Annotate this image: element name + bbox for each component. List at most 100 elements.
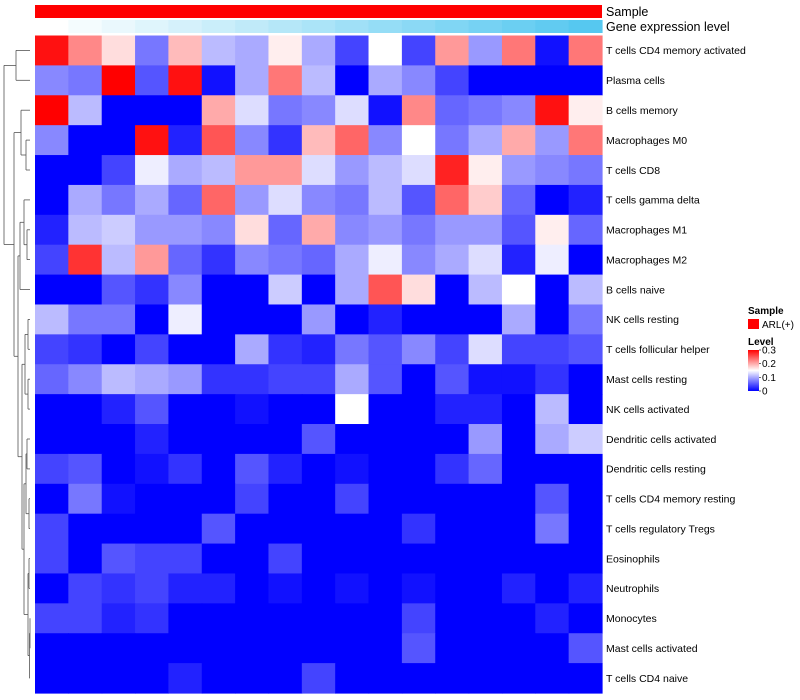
row-label: NK cells activated <box>606 404 690 416</box>
heatmap-cell <box>235 125 270 156</box>
heatmap-cell <box>435 95 470 126</box>
heatmap-cell <box>268 274 303 306</box>
heatmap-cell <box>401 603 436 634</box>
heatmap-cell <box>435 125 470 156</box>
heatmap-cell <box>568 214 603 246</box>
heatmap-cell <box>135 184 170 216</box>
heatmap-cell <box>201 424 236 455</box>
heatmap-cell <box>335 573 370 604</box>
heatmap-cell <box>135 603 170 634</box>
legend-tick-label: 0.3 <box>762 346 776 357</box>
heatmap-cell <box>168 543 203 575</box>
heatmap-cell <box>201 663 236 694</box>
heatmap-cell <box>35 155 69 186</box>
heatmap-cell <box>335 244 370 276</box>
heatmap-cell <box>568 573 603 604</box>
heatmap-cell <box>68 483 103 515</box>
legend-title-sample: Sample <box>748 306 784 317</box>
heatmap-cell <box>301 453 336 485</box>
row-label: T cells follicular helper <box>606 344 710 356</box>
row-label: Macrophages M2 <box>606 254 687 266</box>
heatmap-cell <box>35 483 69 515</box>
heatmap-cell <box>135 334 170 365</box>
heatmap-cell <box>68 513 103 545</box>
heatmap-cell <box>335 603 370 634</box>
heatmap-cell <box>501 364 536 395</box>
heatmap-cell <box>268 35 303 66</box>
heatmap-cell <box>301 394 336 425</box>
row-label: Macrophages M1 <box>606 225 687 237</box>
row-label: T cells CD8 <box>606 165 660 177</box>
heatmap-cell <box>168 184 203 216</box>
heatmap-cell <box>468 65 503 96</box>
heatmap-cell <box>568 633 603 664</box>
heatmap-cell <box>535 334 570 365</box>
heatmap-cell <box>368 155 403 186</box>
heatmap-cell <box>235 513 270 545</box>
heatmap-cell <box>368 513 403 545</box>
heatmap-cell <box>335 633 370 664</box>
heatmap-cell <box>135 483 170 515</box>
annotation-cell-expression <box>68 20 103 33</box>
heatmap-cell <box>268 184 303 216</box>
heatmap-cell <box>235 424 270 455</box>
annotation-cell-expression <box>468 20 503 33</box>
row-label: Dendritic cells activated <box>606 434 716 446</box>
heatmap-cell <box>501 125 536 156</box>
heatmap-cell <box>435 364 470 395</box>
heatmap-cell <box>201 155 236 186</box>
annotation-cell-expression <box>535 20 570 33</box>
heatmap-cell <box>201 184 236 216</box>
heatmap-cell <box>301 95 336 126</box>
heatmap-cell <box>235 453 270 485</box>
heatmap-cell <box>335 663 370 694</box>
heatmap-cell <box>135 274 170 306</box>
annotation-cell-expression <box>301 20 336 33</box>
heatmap-cell <box>468 513 503 545</box>
row-label: T cells CD4 naive <box>606 673 688 685</box>
heatmap-cell <box>401 274 436 306</box>
heatmap-cell <box>301 513 336 545</box>
heatmap-cell <box>568 603 603 634</box>
heatmap-cell <box>268 364 303 395</box>
heatmap-cell <box>468 453 503 485</box>
heatmap-cell <box>535 663 570 694</box>
heatmap-cell <box>335 394 370 425</box>
heatmap-cell <box>235 214 270 246</box>
heatmap-cell <box>235 184 270 216</box>
heatmap-cell <box>568 65 603 96</box>
heatmap-cell <box>101 394 136 425</box>
heatmap-cell <box>68 424 103 455</box>
row-label: B cells memory <box>606 105 679 117</box>
heatmap-cell <box>335 453 370 485</box>
heatmap-cell <box>235 364 270 395</box>
heatmap-cell <box>535 65 570 96</box>
heatmap-cell <box>468 603 503 634</box>
heatmap-cell <box>468 663 503 694</box>
heatmap-cell <box>101 424 136 455</box>
heatmap-cell <box>301 35 336 66</box>
heatmap-cell <box>268 543 303 575</box>
heatmap-cell <box>435 573 470 604</box>
heatmap-cell <box>68 184 103 216</box>
heatmap-cell <box>468 125 503 156</box>
heatmap-cell <box>501 603 536 634</box>
heatmap-cell <box>501 184 536 216</box>
annotation-cell-expression <box>168 20 203 33</box>
annotation-bar-sample <box>35 5 602 18</box>
heatmap-cell <box>68 125 103 156</box>
heatmap-cell <box>168 214 203 246</box>
heatmap-cell <box>435 184 470 216</box>
heatmap-cell <box>335 513 370 545</box>
heatmap-cell <box>501 244 536 276</box>
heatmap-cell <box>135 95 170 126</box>
heatmap-cell <box>68 65 103 96</box>
heatmap-cell <box>135 663 170 694</box>
heatmap-cell <box>68 95 103 126</box>
heatmap-cell <box>168 274 203 306</box>
heatmap-cell <box>568 513 603 545</box>
annotation-cell-expression <box>101 20 136 33</box>
heatmap-cell <box>435 274 470 306</box>
row-label: Neutrophils <box>606 583 659 595</box>
heatmap-cell <box>68 155 103 186</box>
